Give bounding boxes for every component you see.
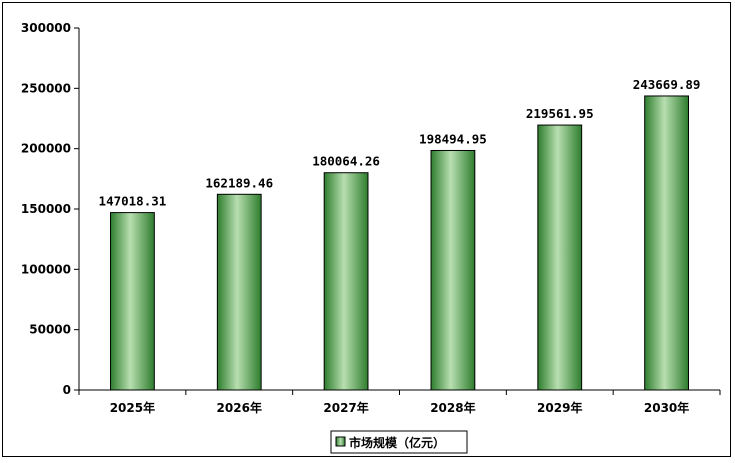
data-label: 180064.26 [312, 154, 380, 169]
data-label: 162189.46 [205, 175, 273, 190]
y-tick-label: 300000 [21, 21, 71, 35]
y-tick-label: 0 [63, 383, 71, 397]
bars [110, 95, 689, 391]
data-label: 219561.95 [526, 106, 594, 121]
data-label: 147018.31 [99, 194, 167, 209]
bar [430, 149, 476, 391]
market-size-bar-chart: 0 50000 100000 150000 200000 250000 300000 202… [21, 21, 721, 454]
data-label: 243669.89 [633, 77, 701, 92]
legend-swatch [335, 436, 346, 447]
y-tick-label: 250000 [21, 81, 71, 95]
x-tick-label: 2026年 [217, 400, 262, 415]
legend-box [330, 430, 468, 454]
y-tick-label: 200000 [21, 142, 71, 156]
x-tick-label: 2029年 [537, 400, 582, 415]
bar [216, 193, 262, 391]
bar [537, 124, 583, 391]
y-axis: 0 50000 100000 150000 200000 250000 300000 [21, 21, 80, 397]
legend-label: 市场规模（亿元） [349, 435, 445, 450]
data-label: 198494.95 [419, 131, 487, 146]
bar [110, 212, 155, 391]
x-tick-label: 2028年 [430, 400, 475, 415]
x-axis: 2025年 2026年 2027年 2028年 2029年 2030年 [78, 389, 721, 415]
legend: 市场规模（亿元） [330, 430, 468, 454]
x-tick-label: 2027年 [323, 400, 368, 415]
y-tick-label: 50000 [29, 323, 71, 337]
x-tick-label: 2030年 [644, 400, 689, 415]
bar [644, 95, 689, 391]
y-tick-label: 150000 [21, 202, 71, 216]
x-tick-label: 2025年 [110, 400, 155, 415]
chart-frame: 0 50000 100000 150000 200000 250000 300000 202… [2, 2, 731, 457]
data-labels: 147018.31 162189.46 180064.26 198494.95 2195… [99, 77, 701, 209]
y-tick-label: 100000 [21, 262, 71, 276]
bar [323, 172, 369, 391]
